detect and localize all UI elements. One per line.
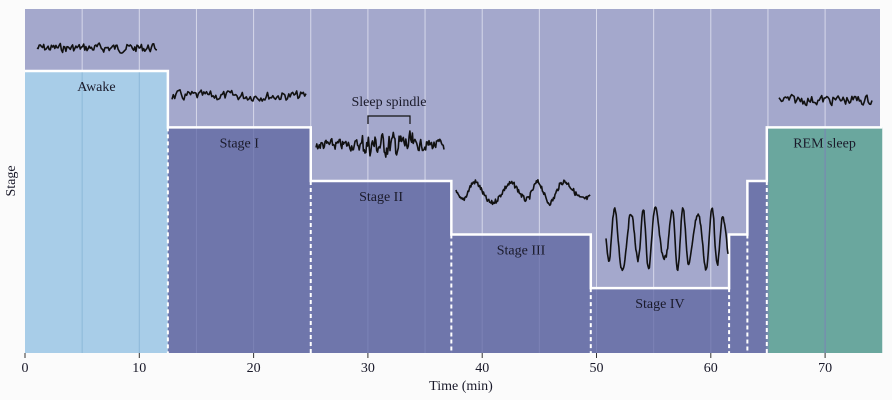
rem-eeg-trace xyxy=(778,93,873,107)
stage-block xyxy=(747,180,767,353)
eeg-traces xyxy=(36,42,873,272)
stage-outline xyxy=(25,69,883,290)
x-tick-label: 0 xyxy=(22,361,29,376)
stage-label: Stage III xyxy=(497,244,546,259)
spindle-bracket xyxy=(367,115,411,124)
stage-block xyxy=(25,71,168,353)
stage-block xyxy=(451,234,591,353)
stage-block xyxy=(167,127,311,354)
x-tick-label: 10 xyxy=(132,361,146,376)
sleep-spindle-annotation: Sleep spindle xyxy=(351,95,426,110)
stage-block xyxy=(590,288,730,353)
x-tick-label: 20 xyxy=(247,361,261,376)
y-axis-label: Stage xyxy=(4,165,19,196)
x-tick-label: 30 xyxy=(361,361,375,376)
x-tick-label: 70 xyxy=(818,361,832,376)
stage-block xyxy=(310,180,452,353)
stage-label: Stage II xyxy=(359,190,403,205)
x-axis-label: Time (min) xyxy=(429,379,493,394)
awake-eeg-trace xyxy=(36,42,158,54)
stage-label: REM sleep xyxy=(793,136,856,151)
x-tick-label: 40 xyxy=(475,361,489,376)
stage-4-eeg-trace xyxy=(605,206,729,272)
x-tick-label: 50 xyxy=(590,361,604,376)
stage-blocks xyxy=(25,69,883,354)
stage-label: Stage IV xyxy=(635,297,684,312)
stage-labels: Awake Stage I Stage II Stage III Stage IV REM… xyxy=(77,80,856,312)
stage-3-eeg-trace xyxy=(455,179,591,207)
stage-label: Awake xyxy=(77,80,115,95)
stage-1-eeg-trace xyxy=(171,89,307,102)
x-axis: 0 10 20 30 40 50 60 70 xyxy=(22,353,832,376)
stage-label: Stage I xyxy=(220,136,260,151)
x-tick-label: 60 xyxy=(704,361,718,376)
stage-2-eeg-trace xyxy=(315,130,445,158)
stage-block xyxy=(729,234,748,353)
stage-block xyxy=(766,127,883,354)
